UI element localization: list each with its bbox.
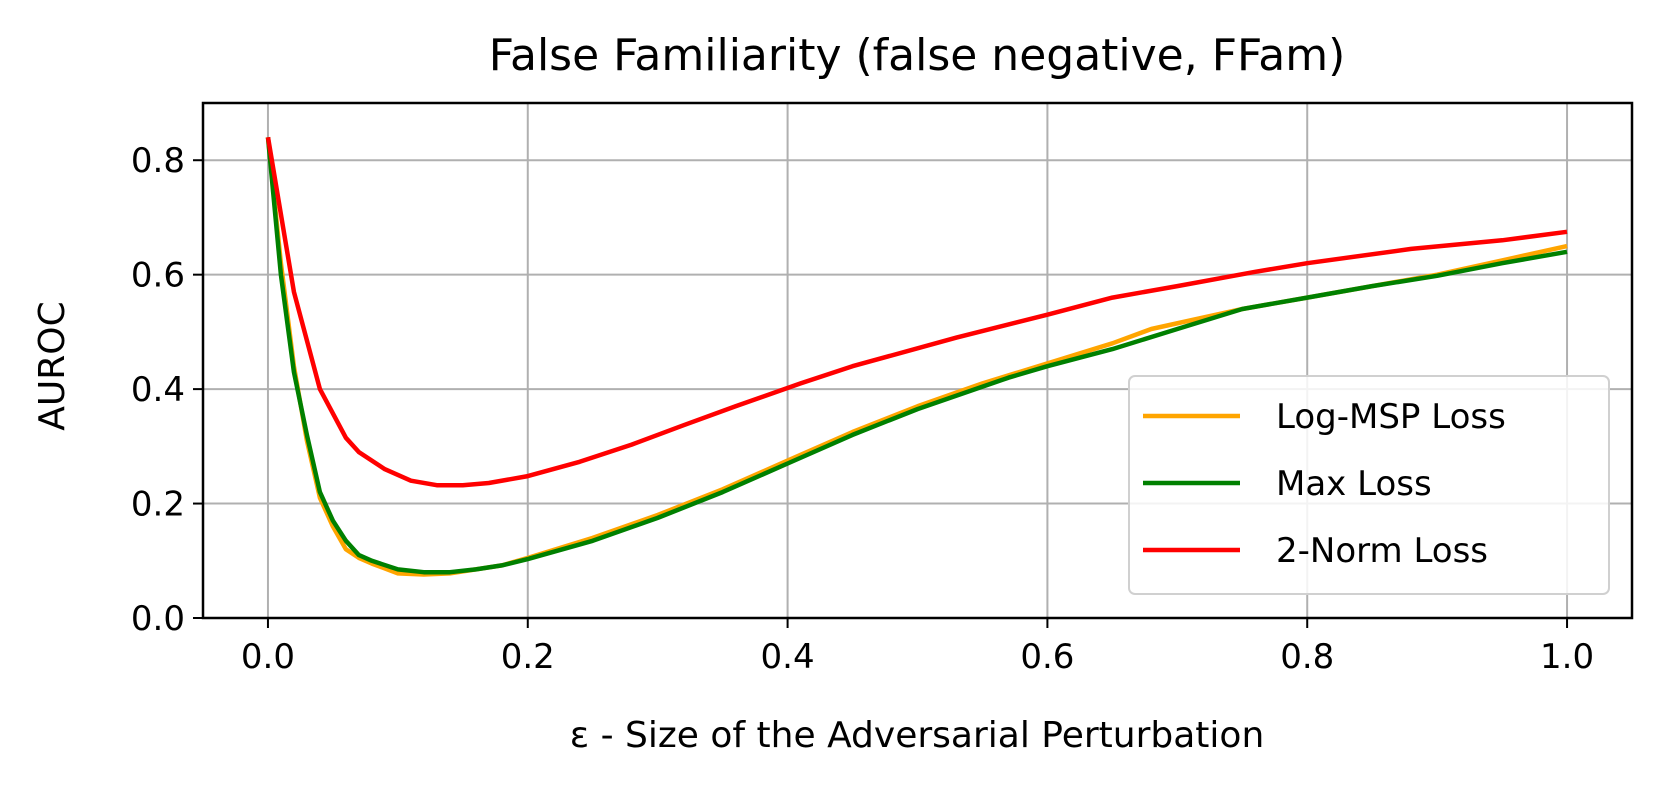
y-tick-label: 0.8 [131,141,185,181]
x-tick-label: 1.0 [1540,637,1594,677]
plot-frame [201,101,1634,620]
legend-label-max-loss: Max Loss [1276,464,1432,504]
x-tick-label: 0.2 [501,637,555,677]
axis-ticks: 0.0 0.2 0.4 0.6 0.8 1.0 0.0 0.2 0.4 0.6 0.8 [131,141,1594,677]
x-tick-label: 0.6 [1020,637,1074,677]
x-tick-label: 0.0 [241,637,295,677]
legend-box [1128,375,1610,595]
series-line-max-loss [265,137,1568,575]
y-tick-label: 0.6 [131,256,185,296]
legend-label-2-norm-loss: 2-Norm Loss [1276,531,1488,571]
series-lines [265,136,1568,577]
y-axis-label: AUROC [32,301,73,430]
y-tick-label: 0.2 [131,485,185,525]
x-tick-label: 0.8 [1280,637,1334,677]
x-tick-label: 0.4 [761,637,815,677]
y-tick-label: 0.4 [131,370,185,410]
series-line-2-norm-loss [265,136,1568,488]
x-axis-label: ε - Size of the Adversarial Perturbation [570,715,1265,756]
chart-title: False Familiarity (false negative, FFam) [489,30,1346,81]
legend-label-log-msp-loss: Log-MSP Loss [1276,397,1506,437]
legend: Log-MSP Loss Max Loss 2-Norm Loss [1128,375,1610,595]
y-tick-label: 0.0 [131,599,185,639]
